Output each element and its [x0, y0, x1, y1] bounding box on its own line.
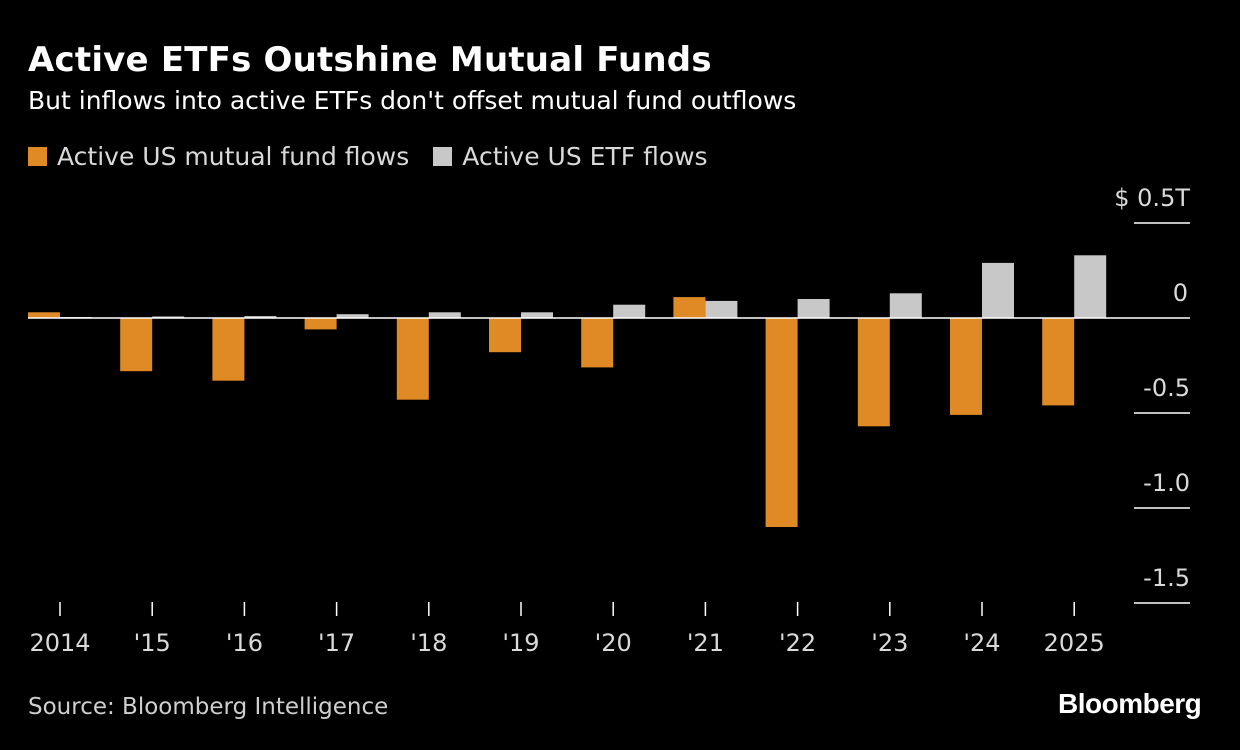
x-tick-label: '20 [595, 629, 632, 657]
x-tick-label: 2025 [1044, 629, 1105, 657]
etf-bar [521, 312, 553, 318]
x-tick-label: 2014 [29, 629, 90, 657]
etf-bar [336, 314, 369, 318]
legend-item-etf: Active US ETF flows [433, 142, 708, 171]
legend-swatch-mutual-fund [28, 147, 47, 166]
etf-bar [705, 300, 738, 318]
x-tick-label: '17 [318, 629, 355, 657]
mutual-fund-bar [765, 318, 798, 527]
legend-label-etf: Active US ETF flows [462, 142, 708, 171]
legend-item-mutual-fund: Active US mutual fund flows [28, 142, 409, 171]
chart-title: Active ETFs Outshine Mutual Funds [28, 40, 712, 80]
legend-label-mutual-fund: Active US mutual fund flows [57, 142, 410, 171]
mutual-fund-bar [396, 318, 429, 400]
legend-swatch-etf [433, 147, 453, 166]
y-tick-label: $ 0.5T [1114, 184, 1190, 212]
x-tick-label: '21 [687, 629, 724, 657]
y-tick-label: 0 [1173, 279, 1188, 307]
legend: Active US mutual fund flows Active US ET… [28, 142, 732, 171]
y-tick-label: -0.5 [1143, 374, 1190, 402]
mutual-fund-bar [1042, 318, 1075, 406]
chart-subtitle: But inflows into active ETFs don't offse… [28, 86, 797, 115]
mutual-fund-bar [673, 297, 706, 318]
mutual-fund-bar [28, 312, 60, 318]
etf-bar [1074, 255, 1107, 318]
mutual-fund-bar [304, 318, 337, 330]
etf-bar [889, 293, 922, 318]
x-tick-label: '19 [502, 629, 539, 657]
mutual-fund-bar [489, 318, 521, 353]
etf-bar [613, 304, 646, 318]
mutual-fund-bar [581, 318, 614, 368]
mutual-fund-bar [212, 318, 245, 381]
x-tick-label: '18 [410, 629, 447, 657]
brand-logo: Bloomberg [1058, 688, 1202, 719]
mutual-fund-bar [857, 318, 890, 427]
etf-bar [244, 316, 277, 318]
x-tick-label: '23 [871, 629, 908, 657]
x-tick-label: '24 [963, 629, 1000, 657]
x-tick-label: '15 [134, 629, 171, 657]
mutual-fund-bar [950, 318, 982, 415]
etf-bar [428, 312, 461, 318]
x-tick-label: '22 [779, 629, 816, 657]
etf-bar [982, 262, 1014, 318]
x-tick-label: '16 [226, 629, 263, 657]
etf-bar [797, 299, 830, 318]
etf-bar [152, 316, 185, 318]
source-note: Source: Bloomberg Intelligence [28, 694, 389, 720]
y-tick-label: -1.0 [1143, 469, 1190, 497]
mutual-fund-bar [120, 318, 153, 372]
y-tick-label: -1.5 [1143, 564, 1190, 592]
